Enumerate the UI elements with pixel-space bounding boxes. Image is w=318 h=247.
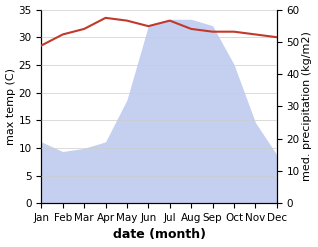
X-axis label: date (month): date (month) xyxy=(113,228,205,242)
Y-axis label: med. precipitation (kg/m2): med. precipitation (kg/m2) xyxy=(302,31,313,181)
Y-axis label: max temp (C): max temp (C) xyxy=(5,68,16,145)
